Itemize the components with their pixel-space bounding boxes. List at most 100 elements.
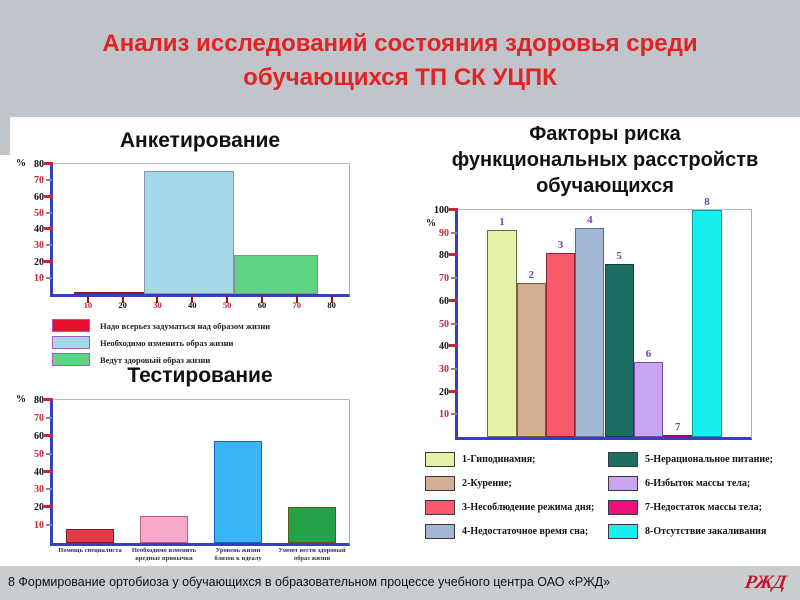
y-tick-label: 30	[34, 484, 44, 496]
bar	[234, 255, 318, 294]
chart-title-testing: Тестирование	[127, 364, 273, 387]
bar	[73, 292, 144, 294]
y-tick-mark	[44, 398, 53, 401]
bar-value-label: 8	[704, 196, 710, 208]
x-tick-mark	[121, 295, 124, 303]
legend-swatch	[425, 524, 455, 539]
y-tick-label: 100	[434, 205, 449, 216]
x-tick-mark	[86, 295, 89, 303]
y-tick-mark	[451, 367, 457, 370]
bar	[604, 264, 634, 437]
category-label: Помощь специалиста	[58, 547, 122, 554]
legend-item: 5-Нерациональное питание;	[608, 452, 773, 467]
bar	[288, 507, 336, 543]
y-tick-label: 90	[439, 227, 449, 239]
x-tick-mark	[156, 295, 159, 303]
bar-value-label: 3	[557, 239, 564, 252]
chart-testing: 10 20 30 40 50 60 70 80% Помощь специалиста Необх…	[16, 392, 356, 566]
y-tick-label: 80	[34, 395, 44, 406]
legend-survey: Надо всерьез задуматься над образом жизн…	[52, 319, 270, 370]
y-tick-mark	[44, 227, 53, 230]
chart-testing-plot: 10 20 30 40 50 60 70 80% Помощь специалиста Необх…	[16, 394, 350, 562]
bar-value-label: 4	[587, 214, 593, 227]
y-tick-mark	[44, 259, 53, 263]
y-tick-label: 70	[439, 273, 449, 285]
legend-swatch	[608, 524, 638, 539]
chart-survey: 10 20 30 40 50 60 70 80% 10 20 30 40 50 60 70 80	[16, 155, 356, 314]
bar	[633, 362, 664, 437]
y-tick-label: 50	[34, 448, 44, 460]
legend-label: Ведут здоровый образ жизни	[100, 354, 211, 365]
y-tick-mark	[44, 469, 53, 473]
y-tick-label: 40	[34, 224, 44, 235]
bar	[487, 230, 517, 437]
y-tick-mark	[44, 162, 53, 165]
legend-swatch	[52, 319, 90, 332]
bar	[143, 170, 235, 294]
x-tick-label: 70	[292, 300, 302, 310]
y-tick-label: 60	[34, 430, 44, 442]
legend-label: 4-Недостаточное время сна;	[462, 526, 589, 537]
footer-band: 8 Формирование ортобиоза у обучающихся в…	[0, 566, 800, 600]
legend-label: Необходимо изменить образ жизни	[100, 337, 234, 348]
y-tick-label: 40	[439, 341, 449, 353]
y-tick-mark	[451, 322, 457, 325]
legend-item: 6-Избыток массы тела;	[608, 476, 760, 491]
y-tick-label: 50	[439, 318, 449, 330]
legend-label: 3-Несоблюдение режима дня;	[462, 502, 595, 513]
bar	[516, 282, 546, 437]
y-tick-mark	[46, 276, 52, 279]
legend-item: 8-Отсутствие закаливания	[608, 524, 766, 539]
category-label: Необходимо изменить вредные привычки	[131, 547, 197, 563]
y-tick-mark	[449, 208, 458, 211]
legend-label: 6-Избыток массы тела;	[645, 478, 751, 489]
x-tick-label: 80	[327, 300, 336, 310]
y-tick-mark	[449, 298, 458, 302]
footer-text: 8 Формирование ортобиоза у обучающихся в…	[8, 575, 611, 589]
bar	[692, 210, 722, 437]
bar	[140, 516, 188, 543]
legend-risk-factors: 1-Гиподинамия; 2-Курение; 3-Несоблюдение р…	[425, 452, 773, 548]
chart-risk-factors-plot: 10 20 30 40 50 60 70 80 90 100% 1 2 3 4 5 6 7 8	[426, 196, 752, 440]
bar	[545, 253, 576, 437]
legend-swatch	[608, 476, 638, 491]
y-tick-mark	[44, 505, 53, 509]
y-tick-label: 80	[34, 159, 44, 170]
left-notch	[0, 117, 10, 155]
y-tick-mark	[46, 211, 52, 214]
bar	[66, 528, 114, 543]
x-tick-label: 50	[222, 300, 232, 310]
legend-swatch	[608, 500, 638, 515]
y-tick-label: 40	[34, 466, 44, 478]
y-tick-label: 70	[34, 175, 44, 187]
y-tick-mark	[44, 433, 53, 437]
y-tick-label: 80	[439, 250, 449, 262]
y-tick-mark	[46, 244, 52, 247]
legend-swatch	[425, 500, 455, 515]
y-tick-label: 10	[34, 520, 44, 532]
legend-item: 7-Недостаток массы тела;	[608, 500, 762, 515]
y-tick-mark	[451, 277, 457, 280]
legend-item: Необходимо изменить образ жизни	[52, 336, 270, 349]
y-tick-label: 30	[34, 240, 44, 252]
bar-value-label: 7	[675, 420, 681, 433]
x-tick-mark	[260, 295, 263, 303]
x-tick-label: 40	[188, 300, 197, 310]
chart-risk-factors: 10 20 30 40 50 60 70 80 90 100% 1 2 3 4 5 6 7 8	[420, 196, 758, 448]
y-tick-label: 70	[34, 412, 44, 424]
y-tick-label: 20	[34, 502, 44, 514]
y-tick-mark	[46, 452, 52, 455]
y-tick-mark	[451, 231, 457, 234]
y-tick-label: 20	[439, 386, 449, 398]
x-tick-label: 60	[257, 300, 267, 310]
legend-label: 8-Отсутствие закаливания	[645, 526, 767, 537]
y-tick-mark	[449, 389, 458, 393]
rzd-logo: РЖД	[743, 572, 788, 593]
legend-item: 4-Недостаточное время сна;	[425, 524, 608, 539]
y-tick-label: 60	[439, 295, 449, 307]
y-tick-label: 50	[34, 207, 44, 219]
slide-title: Анализ исследований состояния здоровья с…	[102, 30, 698, 91]
legend-swatch	[425, 476, 455, 491]
chart-title-survey: Анкетирование	[119, 129, 281, 152]
